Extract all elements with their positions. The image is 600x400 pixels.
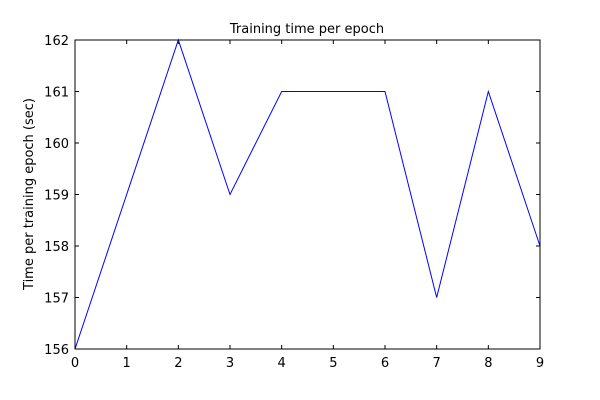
- series-layer: [74, 38, 541, 350]
- x-tick-label: 7: [433, 356, 441, 371]
- x-tick-label: 9: [536, 356, 544, 371]
- chart-title: Training time per epoch: [229, 22, 384, 37]
- y-tick-label: 161: [44, 86, 69, 101]
- y-tick-label: 157: [44, 292, 69, 307]
- y-axis-label: Time per training epoch (sec): [22, 98, 37, 291]
- x-tick-label: 8: [484, 356, 492, 371]
- y-tick-label: 159: [44, 189, 69, 204]
- x-tick-label: 1: [123, 356, 131, 371]
- x-tick-label: 5: [329, 356, 337, 371]
- y-tick-label: 160: [44, 137, 69, 152]
- y-tick-label: 158: [44, 240, 69, 255]
- x-tick-label: 3: [226, 356, 234, 371]
- y-tick-label: 156: [44, 343, 69, 358]
- y-tick-label: 162: [44, 34, 69, 49]
- x-tick-label: 4: [278, 356, 286, 371]
- plot-frame: [74, 39, 541, 350]
- series-line: [74, 38, 541, 350]
- x-tick-label: 6: [381, 356, 389, 371]
- x-tick-label: 2: [174, 356, 182, 371]
- axis-ticks: 0 1 2 3 4 5 6 7 8 9 156 157 158 159 160 161 162: [44, 34, 544, 371]
- x-tick-label: 0: [71, 356, 79, 371]
